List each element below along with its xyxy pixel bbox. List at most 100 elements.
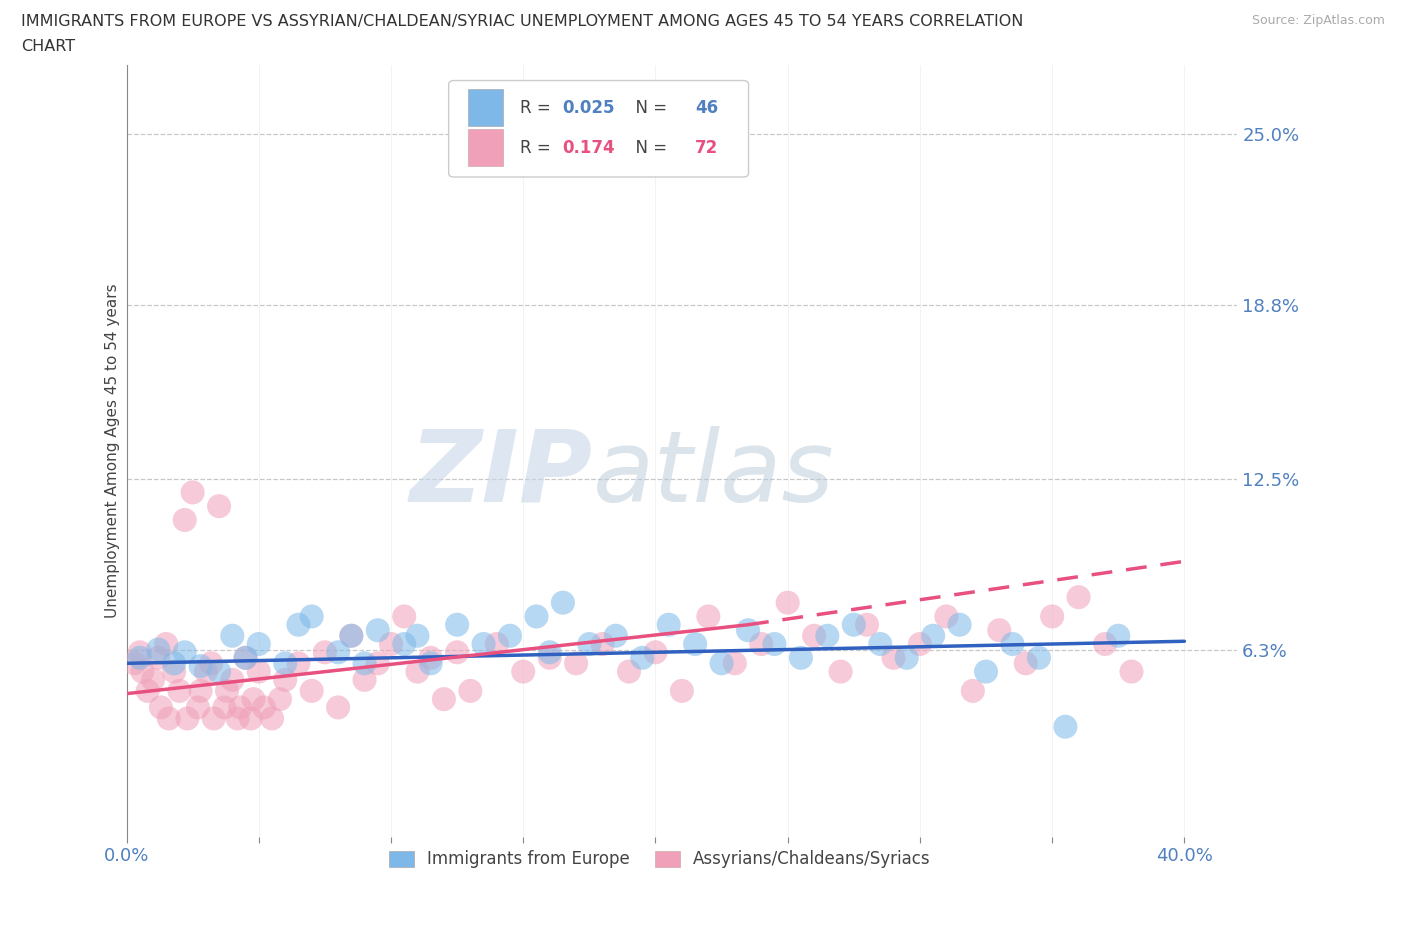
Point	[419, 656, 441, 671]
Point	[208, 664, 231, 679]
Text: 46: 46	[695, 99, 718, 116]
Point	[173, 512, 195, 527]
Point	[287, 618, 309, 632]
Point	[658, 618, 681, 632]
Point	[163, 656, 186, 671]
Point	[830, 664, 852, 679]
Point	[1107, 629, 1129, 644]
Point	[314, 644, 336, 659]
Point	[842, 618, 865, 632]
FancyBboxPatch shape	[449, 81, 748, 177]
Text: 0.025: 0.025	[562, 99, 614, 116]
Point	[239, 711, 262, 726]
Point	[394, 637, 416, 652]
Legend: Immigrants from Europe, Assyrians/Chaldeans/Syriacs: Immigrants from Europe, Assyrians/Chalde…	[382, 844, 938, 875]
Point	[922, 629, 945, 644]
Point	[749, 637, 772, 652]
Point	[1028, 650, 1050, 665]
Point	[301, 684, 323, 698]
Point	[803, 629, 825, 644]
Point	[200, 656, 222, 671]
Point	[136, 684, 159, 698]
Point	[935, 609, 957, 624]
Point	[215, 684, 238, 698]
Point	[128, 644, 150, 659]
Point	[208, 498, 231, 513]
Point	[499, 629, 522, 644]
Point	[131, 664, 153, 679]
Point	[187, 700, 209, 715]
Point	[512, 664, 534, 679]
Point	[683, 637, 706, 652]
Point	[340, 629, 363, 644]
Point	[124, 656, 146, 671]
Point	[869, 637, 891, 652]
Point	[221, 672, 243, 687]
Point	[247, 637, 270, 652]
Point	[433, 692, 456, 707]
Point	[326, 644, 349, 659]
Point	[1001, 637, 1024, 652]
Point	[683, 113, 706, 127]
Point	[221, 629, 243, 644]
Text: CHART: CHART	[21, 39, 75, 54]
Point	[551, 595, 574, 610]
Point	[419, 650, 441, 665]
Point	[340, 629, 363, 644]
Point	[235, 650, 257, 665]
Point	[190, 684, 212, 698]
Point	[163, 664, 186, 679]
Point	[128, 650, 150, 665]
Point	[148, 642, 170, 657]
Point	[194, 664, 217, 679]
Point	[460, 684, 482, 698]
Text: Source: ZipAtlas.com: Source: ZipAtlas.com	[1251, 14, 1385, 27]
Point	[538, 650, 561, 665]
Point	[367, 623, 389, 638]
Point	[1067, 590, 1090, 604]
Point	[763, 637, 786, 652]
Point	[526, 609, 548, 624]
Point	[446, 644, 468, 659]
Point	[671, 684, 693, 698]
Point	[538, 644, 561, 659]
Point	[697, 609, 720, 624]
Point	[242, 692, 264, 707]
Point	[472, 637, 495, 652]
Text: R =: R =	[520, 139, 555, 156]
Point	[157, 711, 180, 726]
Bar	[468, 89, 503, 126]
Y-axis label: Unemployment Among Ages 45 to 54 years: Unemployment Among Ages 45 to 54 years	[105, 284, 120, 618]
Text: 0.174: 0.174	[562, 139, 614, 156]
Point	[882, 650, 904, 665]
Point	[353, 656, 375, 671]
Point	[190, 658, 212, 673]
Bar	[468, 129, 503, 166]
Point	[149, 700, 172, 715]
Point	[1040, 609, 1063, 624]
Point	[724, 656, 747, 671]
Point	[229, 700, 252, 715]
Point	[710, 656, 733, 671]
Text: R =: R =	[520, 99, 555, 116]
Point	[1121, 664, 1143, 679]
Point	[644, 644, 666, 659]
Point	[394, 609, 416, 624]
Point	[301, 609, 323, 624]
Point	[181, 485, 204, 499]
Point	[367, 656, 389, 671]
Point	[202, 711, 225, 726]
Point	[148, 650, 170, 665]
Point	[565, 656, 588, 671]
Point	[1094, 637, 1116, 652]
Point	[287, 656, 309, 671]
Point	[617, 664, 640, 679]
Point	[908, 637, 931, 652]
Point	[353, 672, 375, 687]
Point	[142, 672, 165, 687]
Text: ZIP: ZIP	[411, 426, 593, 523]
Point	[406, 629, 429, 644]
Point	[380, 637, 402, 652]
Point	[988, 623, 1011, 638]
Point	[226, 711, 249, 726]
